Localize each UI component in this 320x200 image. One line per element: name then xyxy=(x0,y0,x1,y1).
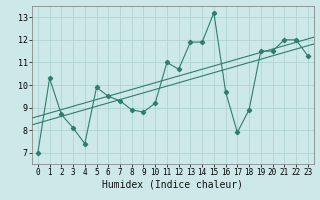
X-axis label: Humidex (Indice chaleur): Humidex (Indice chaleur) xyxy=(102,180,243,190)
